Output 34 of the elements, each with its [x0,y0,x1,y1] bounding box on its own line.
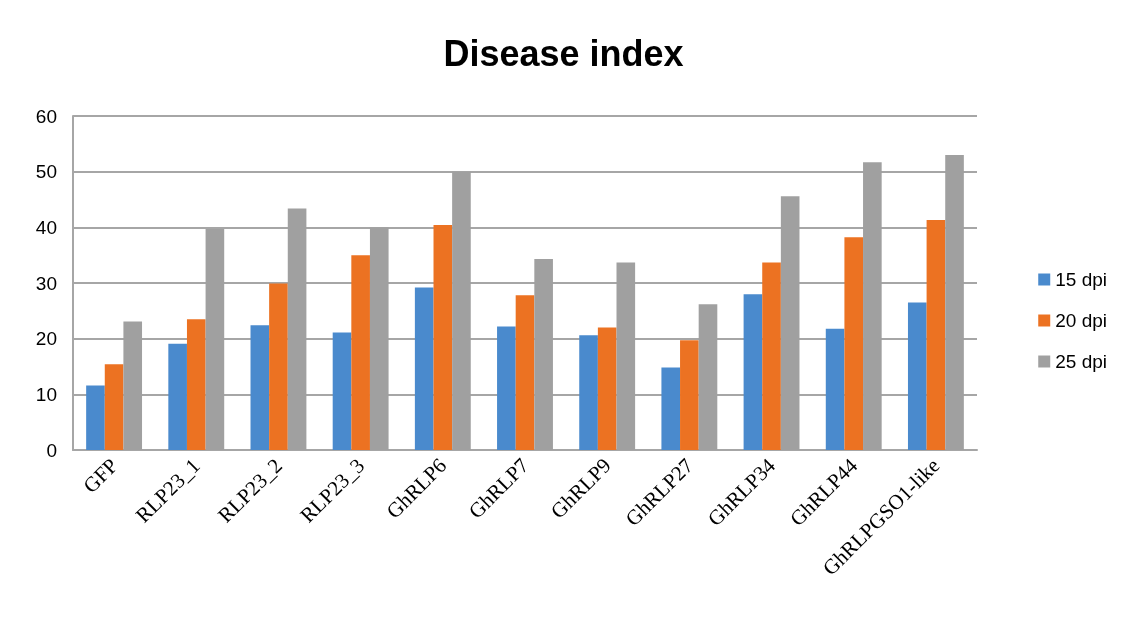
bar [926,220,946,450]
y-tick-label: 50 [35,161,57,183]
bar [332,332,352,450]
bar [743,294,763,450]
bar [907,302,927,450]
bar [250,325,270,450]
y-tick-label: 30 [35,272,57,294]
y-tick-label: 10 [35,383,57,405]
y-tick-label: 60 [35,105,57,127]
x-tick-label: GFP [78,453,123,498]
y-tick-label: 20 [35,328,57,350]
bar [579,335,598,450]
bar [844,237,864,450]
bar [597,327,617,450]
bar [351,255,370,450]
bar [269,283,288,450]
bar [86,385,105,450]
bar [515,295,535,450]
bar [168,343,187,450]
y-tick-label: 0 [46,439,57,461]
bar [661,367,681,450]
legend-label: 15 dpi [1055,269,1108,290]
legend-label: 25 dpi [1055,351,1108,372]
bar [762,262,781,450]
bar [825,328,845,450]
y-tick-label: 40 [35,216,57,238]
bar [186,319,206,450]
bar [680,340,699,450]
chart-title: Disease index [443,32,684,74]
legend-label: 20 dpi [1055,310,1108,331]
bar [497,326,516,450]
bar [414,287,434,450]
bar [104,364,124,450]
bar [433,225,453,450]
